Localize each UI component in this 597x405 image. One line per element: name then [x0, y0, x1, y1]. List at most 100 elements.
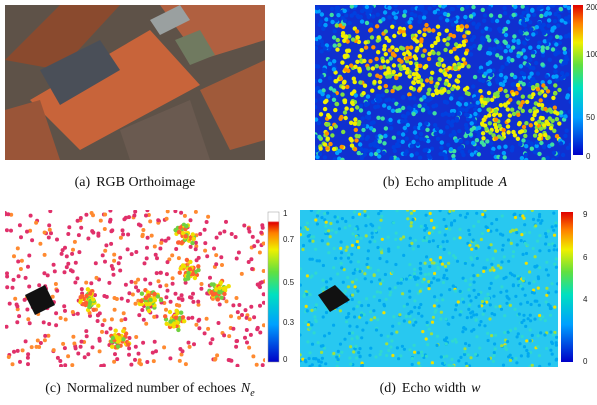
texture-dot [544, 13, 548, 17]
texture-dot [174, 309, 178, 313]
texture-dot [313, 64, 317, 68]
texture-dot [366, 257, 369, 260]
texture-dot [438, 57, 442, 61]
texture-dot [317, 35, 321, 39]
texture-dot [363, 148, 367, 152]
texture-dot [401, 132, 405, 136]
texture-dot [413, 306, 416, 309]
texture-dot [155, 256, 159, 260]
texture-dot [391, 271, 394, 274]
texture-dot [376, 50, 380, 54]
texture-dot [307, 235, 310, 238]
texture-dot [536, 87, 540, 91]
texture-dot [377, 269, 380, 272]
texture-dot [392, 85, 396, 89]
texture-dot [393, 149, 397, 153]
colorbar-tick-label: 0.7 [283, 235, 295, 244]
texture-dot [501, 234, 504, 237]
texture-dot [530, 303, 533, 306]
texture-dot [452, 17, 456, 21]
texture-dot [480, 38, 484, 42]
texture-dot [506, 107, 510, 111]
texture-dot [437, 267, 440, 270]
texture-dot [373, 316, 376, 319]
texture-dot [453, 219, 456, 222]
texture-dot [524, 325, 527, 328]
texture-dot [209, 290, 213, 294]
texture-dot [419, 303, 422, 306]
texture-dot [25, 308, 29, 312]
texture-dot [244, 308, 248, 312]
texture-dot [457, 111, 461, 115]
texture-dot [540, 62, 544, 66]
texture-dot [464, 51, 468, 55]
texture-dot [412, 247, 415, 250]
texture-dot [545, 46, 549, 50]
texture-dot [360, 19, 364, 23]
caption-text: Echo width [402, 381, 466, 396]
texture-dot [566, 93, 570, 97]
texture-dot [136, 278, 140, 282]
texture-dot [348, 21, 352, 25]
texture-dot [465, 5, 469, 9]
texture-dot [406, 209, 409, 212]
texture-dot [356, 305, 359, 308]
texture-dot [417, 30, 421, 34]
texture-dot [554, 52, 558, 56]
texture-dot [401, 292, 404, 295]
texture-dot [392, 11, 396, 15]
texture-dot [144, 322, 148, 326]
texture-dot [199, 287, 203, 291]
texture-dot [569, 142, 573, 146]
colorbar-tick-label: 0 [283, 355, 288, 364]
texture-dot [311, 343, 314, 346]
texture-dot [148, 298, 152, 302]
texture-dot [20, 259, 24, 263]
texture-dot [213, 357, 217, 361]
texture-dot [478, 323, 481, 326]
texture-dot [522, 314, 525, 317]
texture-dot [153, 340, 157, 344]
texture-dot [467, 308, 470, 311]
texture-dot [164, 295, 168, 299]
colorbar-tick-label: 100 [586, 50, 597, 59]
figure: (a)RGB Orthoimage(b)Echo amplitudeA20010… [0, 0, 597, 405]
texture-dot [164, 308, 168, 312]
texture-dot [492, 47, 496, 51]
texture-dot [317, 341, 320, 344]
texture-dot [503, 89, 507, 93]
texture-dot [541, 53, 545, 57]
texture-dot [245, 328, 249, 332]
texture-dot [343, 67, 347, 71]
texture-dot [339, 76, 343, 80]
texture-dot [420, 126, 424, 130]
texture-dot [390, 332, 393, 335]
texture-dot [343, 338, 346, 341]
texture-dot [370, 280, 373, 283]
texture-dot [486, 293, 489, 296]
texture-dot [433, 304, 436, 307]
texture-dot [445, 318, 448, 321]
texture-dot [372, 309, 375, 312]
texture-dot [340, 351, 343, 354]
texture-dot [468, 294, 471, 297]
texture-dot [369, 152, 373, 156]
texture-dot [504, 27, 508, 31]
texture-dot [416, 142, 420, 146]
texture-dot [96, 232, 100, 236]
texture-dot [495, 78, 499, 82]
texture-dot [313, 315, 316, 318]
texture-dot [563, 114, 567, 118]
texture-dot [399, 354, 402, 357]
texture-dot [332, 59, 336, 63]
texture-dot [405, 137, 409, 141]
texture-dot [304, 321, 307, 324]
texture-dot [468, 344, 471, 347]
texture-dot [345, 85, 349, 89]
texture-dot [431, 28, 435, 32]
texture-dot [325, 123, 329, 127]
caption-subscript: e [250, 388, 255, 399]
texture-dot [452, 47, 456, 51]
texture-dot [553, 69, 557, 73]
texture-dot [476, 95, 480, 99]
